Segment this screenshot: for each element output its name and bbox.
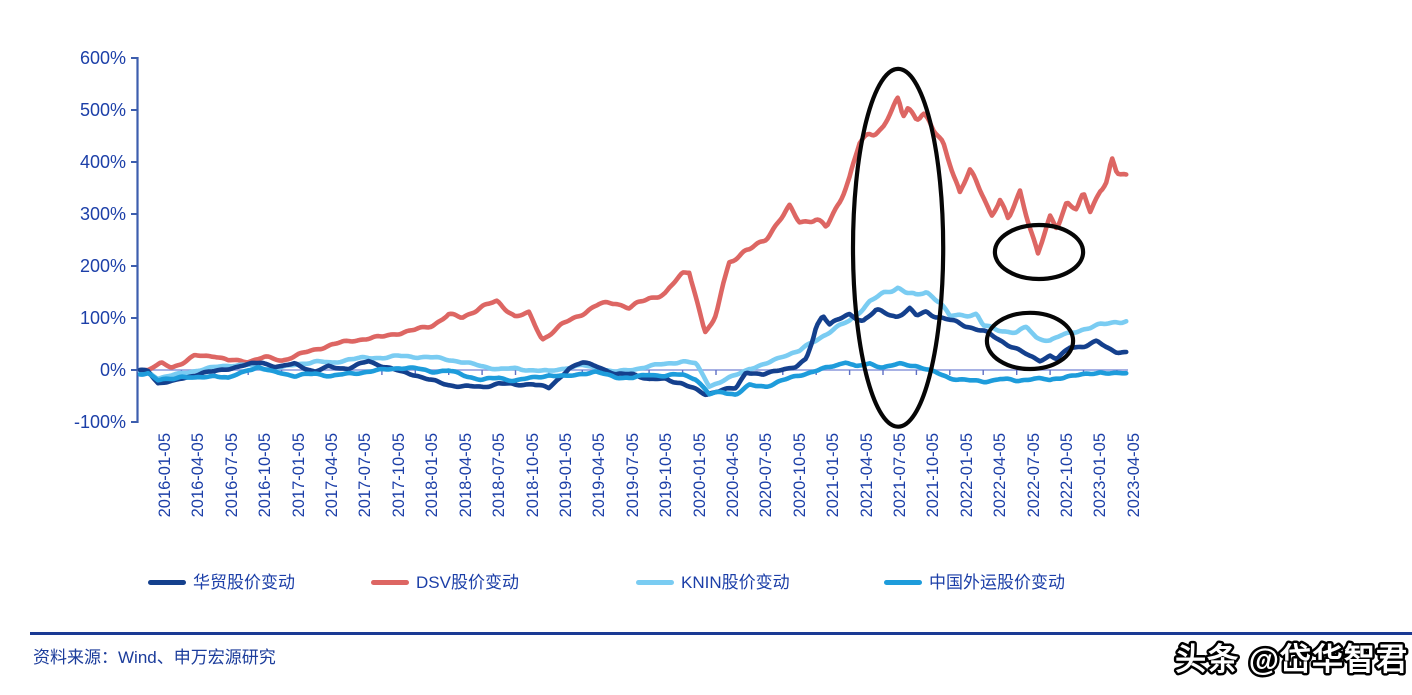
series-line-knin [137, 285, 1129, 389]
x-axis-label: 2016-07-05 [222, 433, 241, 518]
x-axis-label: 2018-07-05 [490, 433, 509, 518]
annotation-ellipse-2021-peak [850, 66, 946, 429]
x-axis-label: 2017-01-05 [289, 433, 308, 518]
x-axis-label: 2019-04-05 [590, 433, 609, 518]
y-axis-label: 600% [79, 48, 126, 68]
x-axis-label: 2016-01-05 [156, 433, 174, 518]
x-axis-label: 2022-04-05 [991, 433, 1010, 518]
legend-label: 华贸股价变动 [193, 573, 295, 592]
legend-item-huamao: 华贸股价变动 [148, 572, 295, 593]
source-note: 资料来源：Wind、申万宏源研究 [33, 648, 276, 667]
y-axis-label: 0% [99, 360, 126, 380]
x-axis-label: 2023-01-05 [1091, 433, 1110, 518]
x-axis-label: 2016-04-05 [189, 433, 208, 518]
x-axis-label: 2019-01-05 [556, 433, 575, 518]
y-axis-label: 100% [79, 308, 126, 328]
series-line-sinotrans [137, 360, 1129, 397]
x-axis-label: 2020-04-05 [723, 433, 742, 518]
x-axis-label: 2018-01-05 [423, 433, 442, 518]
x-axis-label: 2021-10-05 [924, 433, 943, 518]
footer-divider [30, 632, 1412, 635]
annotation-ellipse-dsv-2022-dip [992, 222, 1086, 282]
chart-plot-area [131, 57, 1129, 429]
toutiao-watermark: 头条 @岱华智君 [1173, 640, 1410, 680]
y-axis-label: 300% [79, 204, 126, 224]
legend-line-swatch [884, 580, 922, 585]
y-axis-label: 200% [79, 256, 126, 276]
watermark-text: 头条 @岱华智君 [1175, 642, 1408, 677]
x-axis-label: 2020-01-05 [690, 433, 709, 518]
x-axis-label: 2021-01-05 [824, 433, 843, 518]
legend-item-knin: KNIN股价变动 [636, 572, 790, 593]
chart-legend: 华贸股价变动 DSV股价变动 KNIN股价变动 中国外运股价变动 [0, 0, 1412, 592]
x-axis-label: 2021-07-05 [891, 433, 910, 518]
x-axis-label: 2022-07-05 [1024, 433, 1043, 518]
x-axis-label: 2017-04-05 [323, 433, 342, 518]
x-axis-label: 2019-10-05 [657, 433, 676, 518]
series-line-dsv [137, 95, 1129, 374]
stock-change-line-chart: 600% 500% 400% 300% 200% 100% 0% -100% 2016-01-… [0, 0, 1412, 592]
x-axis-label: 2020-07-05 [757, 433, 776, 518]
legend-item-sinotrans: 中国外运股价变动 [884, 572, 1065, 593]
legend-label: KNIN股价变动 [681, 573, 790, 592]
series-line-huamao [137, 305, 1129, 398]
x-axis-label: 2022-10-05 [1058, 433, 1077, 518]
legend-line-swatch [371, 580, 409, 585]
y-axis-ticks [131, 57, 138, 423]
legend-label: DSV股价变动 [416, 573, 519, 592]
x-axis-label: 2017-07-05 [356, 433, 375, 518]
legend-item-dsv: DSV股价变动 [371, 572, 519, 593]
x-axis-label: 2018-10-05 [523, 433, 542, 518]
x-axis-label: 2022-01-05 [957, 433, 976, 518]
x-axis-label: 2020-10-05 [790, 433, 809, 518]
legend-line-swatch [636, 580, 674, 585]
legend-label: 中国外运股价变动 [929, 573, 1065, 592]
annotation-ellipse-knin-2022-dip [984, 310, 1076, 372]
y-axis-label: 500% [79, 100, 126, 120]
x-axis-label: 2017-10-05 [389, 433, 408, 518]
x-axis-label: 2021-04-05 [857, 433, 876, 518]
legend-line-swatch [148, 580, 186, 585]
x-axis-label: 2019-07-05 [623, 433, 642, 518]
y-axis-label: -100% [73, 412, 126, 432]
y-axis-label: 400% [79, 152, 126, 172]
x-axis-label: 2023-04-05 [1124, 433, 1143, 518]
x-axis-label: 2018-04-05 [456, 433, 475, 518]
x-axis-label: 2016-10-05 [256, 433, 275, 518]
